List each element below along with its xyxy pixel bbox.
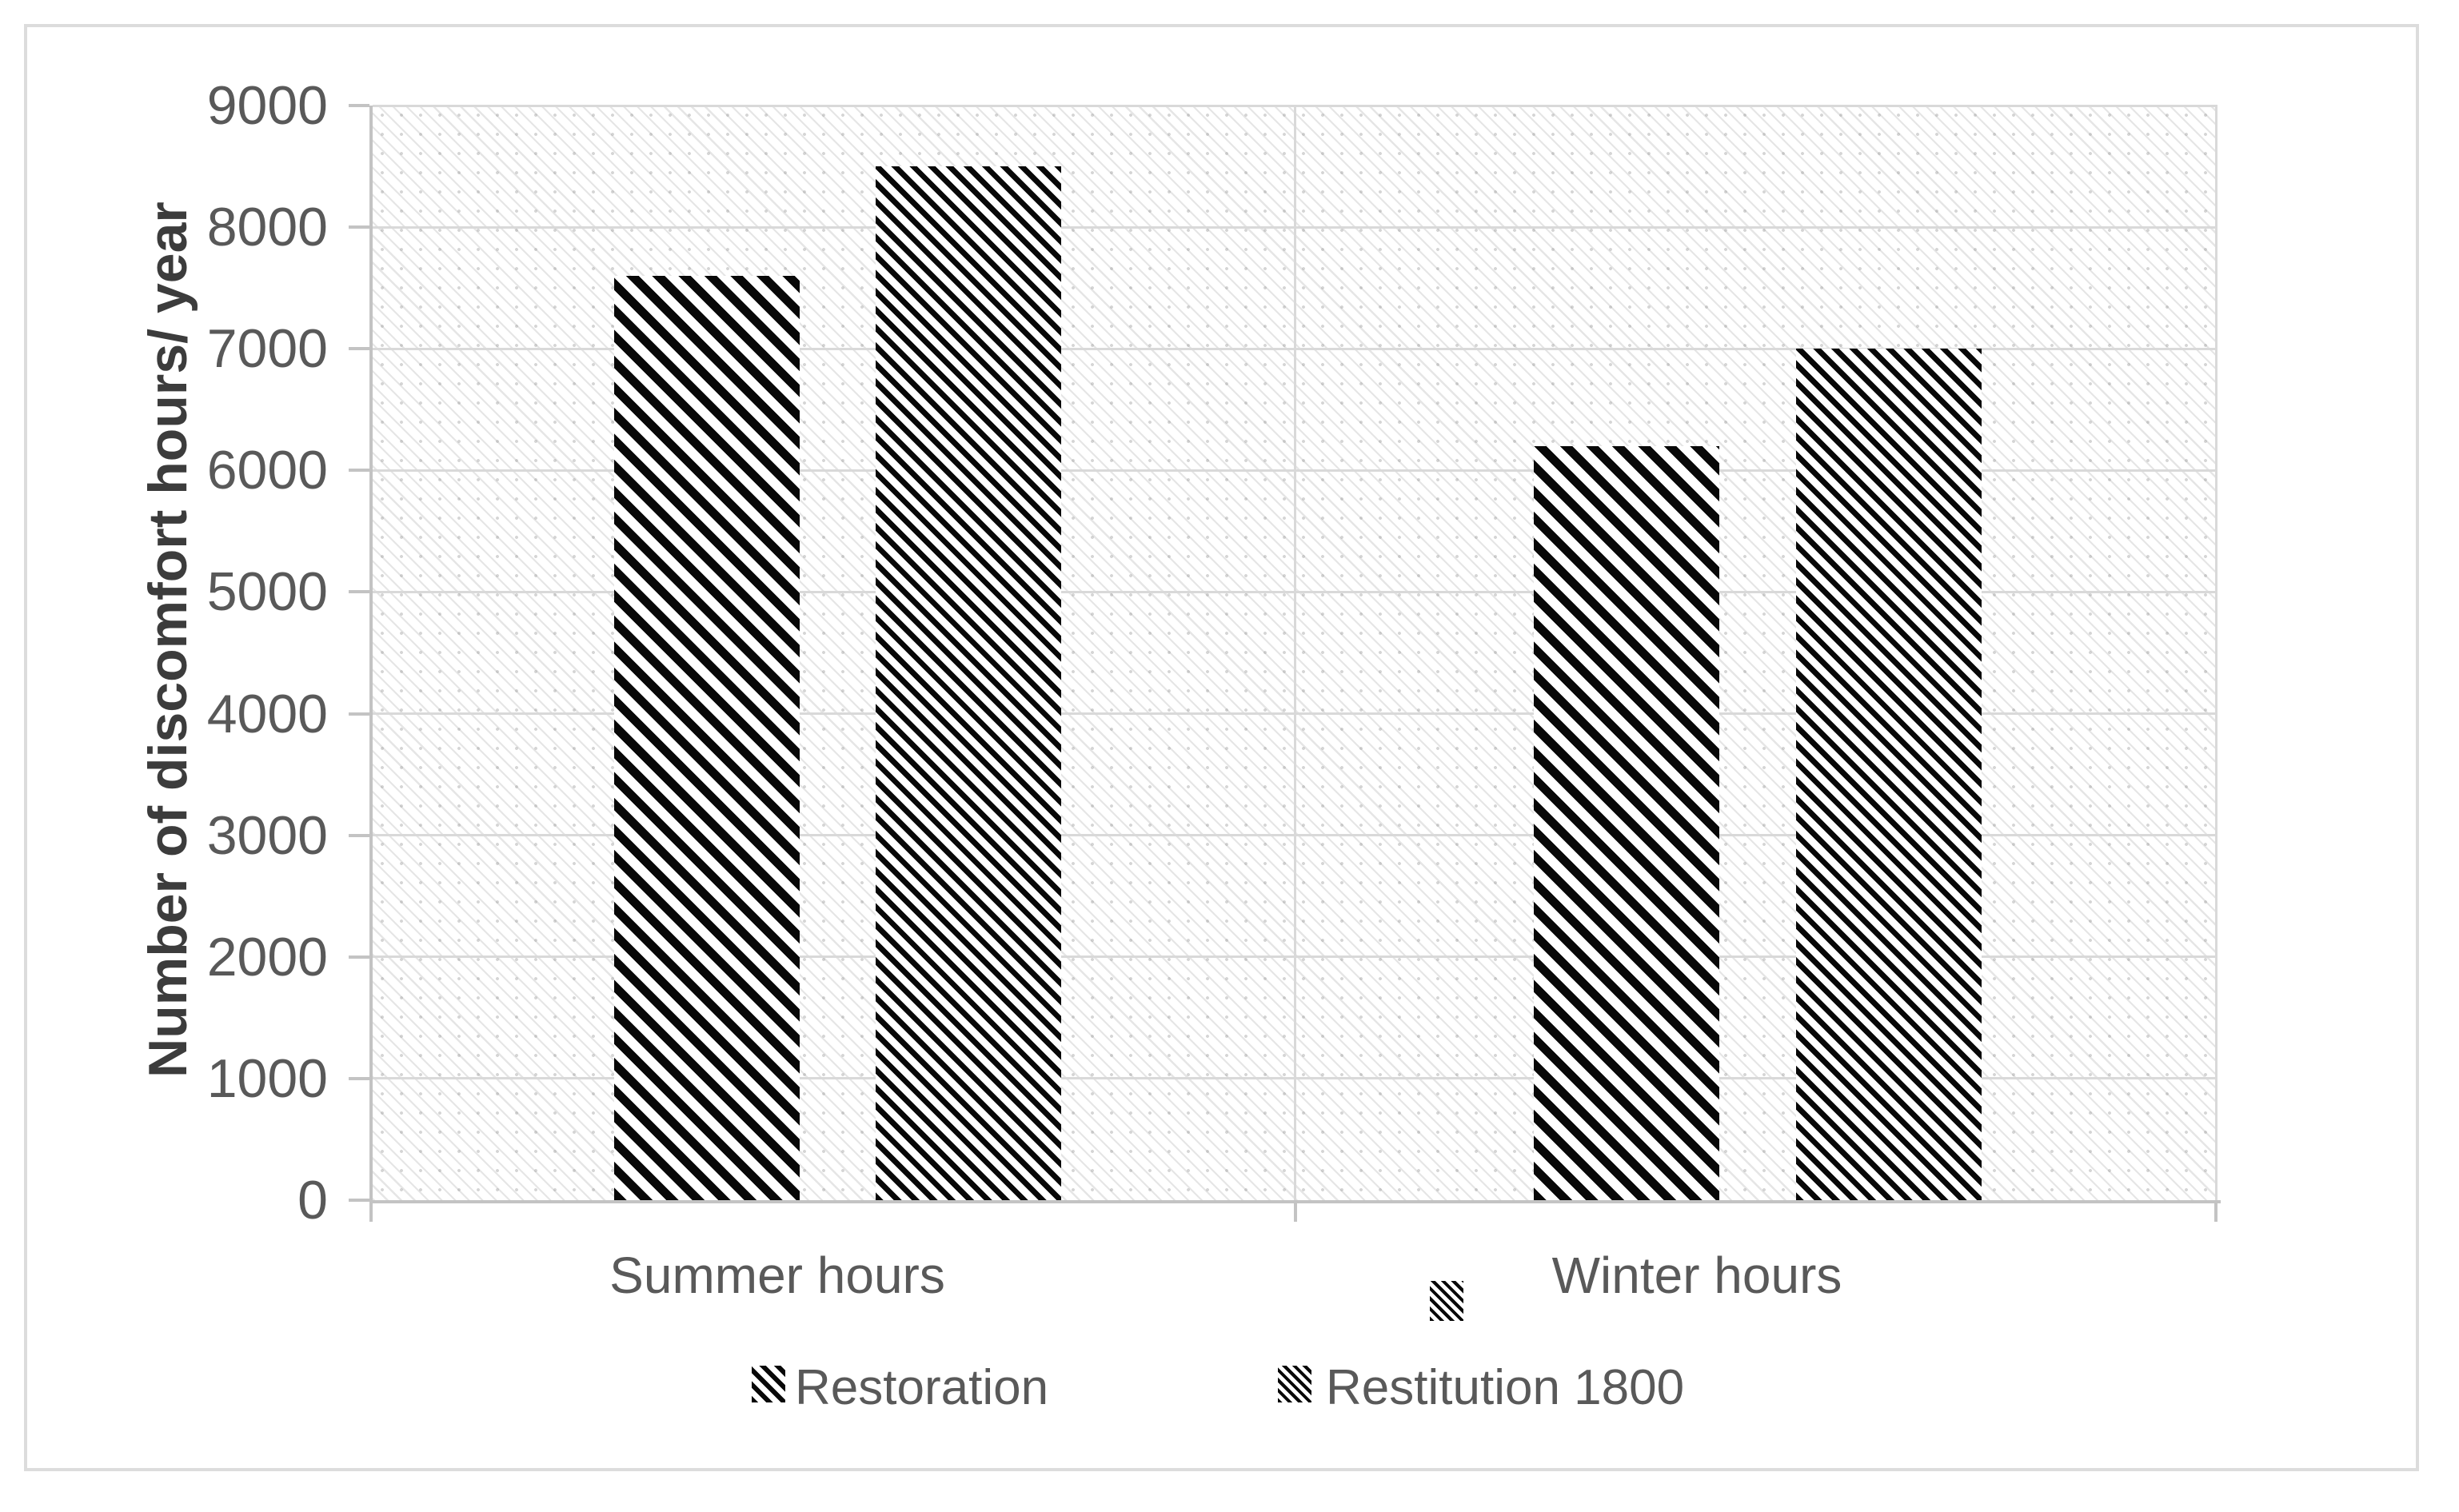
bar-summer-hours-restoration xyxy=(614,276,800,1200)
y-tick-label: 5000 xyxy=(206,561,328,623)
y-axis-line xyxy=(369,106,373,1203)
y-tick-mark xyxy=(349,712,369,716)
y-tick-mark xyxy=(349,469,369,473)
legend-marker-restoration xyxy=(752,1366,785,1402)
x-tick-mark xyxy=(1293,1203,1297,1222)
y-tick-mark xyxy=(349,590,369,594)
bar-winter-hours-restitution-1800 xyxy=(1796,349,1982,1200)
y-tick-mark xyxy=(349,955,369,959)
y-tick-mark xyxy=(349,1076,369,1080)
legend-label-restoration: Restoration xyxy=(795,1360,1049,1415)
y-tick-label: 9000 xyxy=(206,75,328,136)
y-tick-mark xyxy=(349,347,369,351)
y-tick-label: 6000 xyxy=(206,440,328,501)
y-tick-label: 4000 xyxy=(206,683,328,744)
y-tick-mark xyxy=(349,104,369,107)
y-tick-mark xyxy=(349,225,369,229)
y-tick-label: 8000 xyxy=(206,197,328,258)
legend-marker-restitution-1800 xyxy=(1278,1366,1311,1402)
y-tick-mark xyxy=(349,833,369,837)
y-tick-label: 1000 xyxy=(206,1047,328,1109)
y-tick-label: 2000 xyxy=(206,926,328,987)
bar-summer-hours-restitution-1800 xyxy=(876,166,1061,1200)
category-boundary-gridline xyxy=(1294,106,1296,1200)
x-axis-line xyxy=(369,1200,2221,1203)
y-tick-label: 7000 xyxy=(206,318,328,380)
plot-right-border xyxy=(2215,106,2217,1200)
stray-pattern-swatch xyxy=(1430,1281,1463,1321)
category-label-summer-hours: Summer hours xyxy=(609,1247,945,1304)
x-tick-mark xyxy=(369,1203,373,1222)
bar-winter-hours-restoration xyxy=(1534,446,1719,1200)
y-tick-mark xyxy=(349,1199,369,1202)
legend-label-restitution-1800: Restitution 1800 xyxy=(1326,1360,1685,1415)
y-tick-label: 0 xyxy=(297,1170,328,1231)
y-tick-label: 3000 xyxy=(206,804,328,866)
x-tick-mark xyxy=(2214,1203,2217,1222)
category-label-winter-hours: Winter hours xyxy=(1551,1247,1842,1304)
